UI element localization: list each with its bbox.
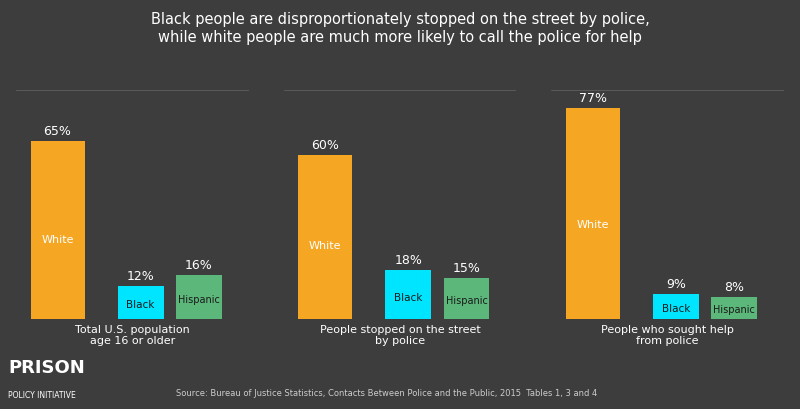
Text: 18%: 18%: [394, 253, 422, 266]
Bar: [118, 286, 163, 319]
Bar: [566, 109, 620, 319]
Bar: [444, 278, 490, 319]
Text: 15%: 15%: [453, 261, 481, 274]
Text: Black: Black: [394, 292, 422, 302]
Bar: [298, 155, 352, 319]
Text: 65%: 65%: [44, 125, 71, 138]
Text: Black: Black: [126, 299, 155, 309]
Text: Hispanic: Hispanic: [178, 294, 220, 304]
Text: 8%: 8%: [724, 280, 744, 293]
Text: White: White: [42, 234, 74, 244]
Bar: [711, 297, 757, 319]
Text: Source: Bureau of Justice Statistics, Contacts Between Police and the Public, 20: Source: Bureau of Justice Statistics, Co…: [176, 388, 598, 397]
Text: PRISON: PRISON: [8, 358, 85, 376]
Text: Hispanic: Hispanic: [446, 296, 487, 306]
Bar: [386, 270, 431, 319]
Text: Black people are disproportionately stopped on the street by police,
while white: Black people are disproportionately stop…: [150, 12, 650, 45]
Text: 60%: 60%: [311, 138, 339, 151]
Text: People who sought help
from police: People who sought help from police: [601, 324, 734, 346]
Text: White: White: [577, 220, 609, 229]
Text: 12%: 12%: [127, 269, 154, 282]
Bar: [653, 294, 699, 319]
Text: 9%: 9%: [666, 277, 686, 290]
Text: 16%: 16%: [185, 258, 213, 271]
Text: Black: Black: [662, 303, 690, 313]
Text: Hispanic: Hispanic: [713, 304, 755, 314]
Text: People stopped on the street
by police: People stopped on the street by police: [320, 324, 480, 346]
Text: 77%: 77%: [579, 92, 607, 105]
Bar: [176, 275, 222, 319]
Bar: [30, 142, 85, 319]
Text: Total U.S. population
age 16 or older: Total U.S. population age 16 or older: [75, 324, 190, 346]
Text: POLICY INITIATIVE: POLICY INITIATIVE: [8, 390, 76, 399]
Text: White: White: [309, 240, 342, 250]
